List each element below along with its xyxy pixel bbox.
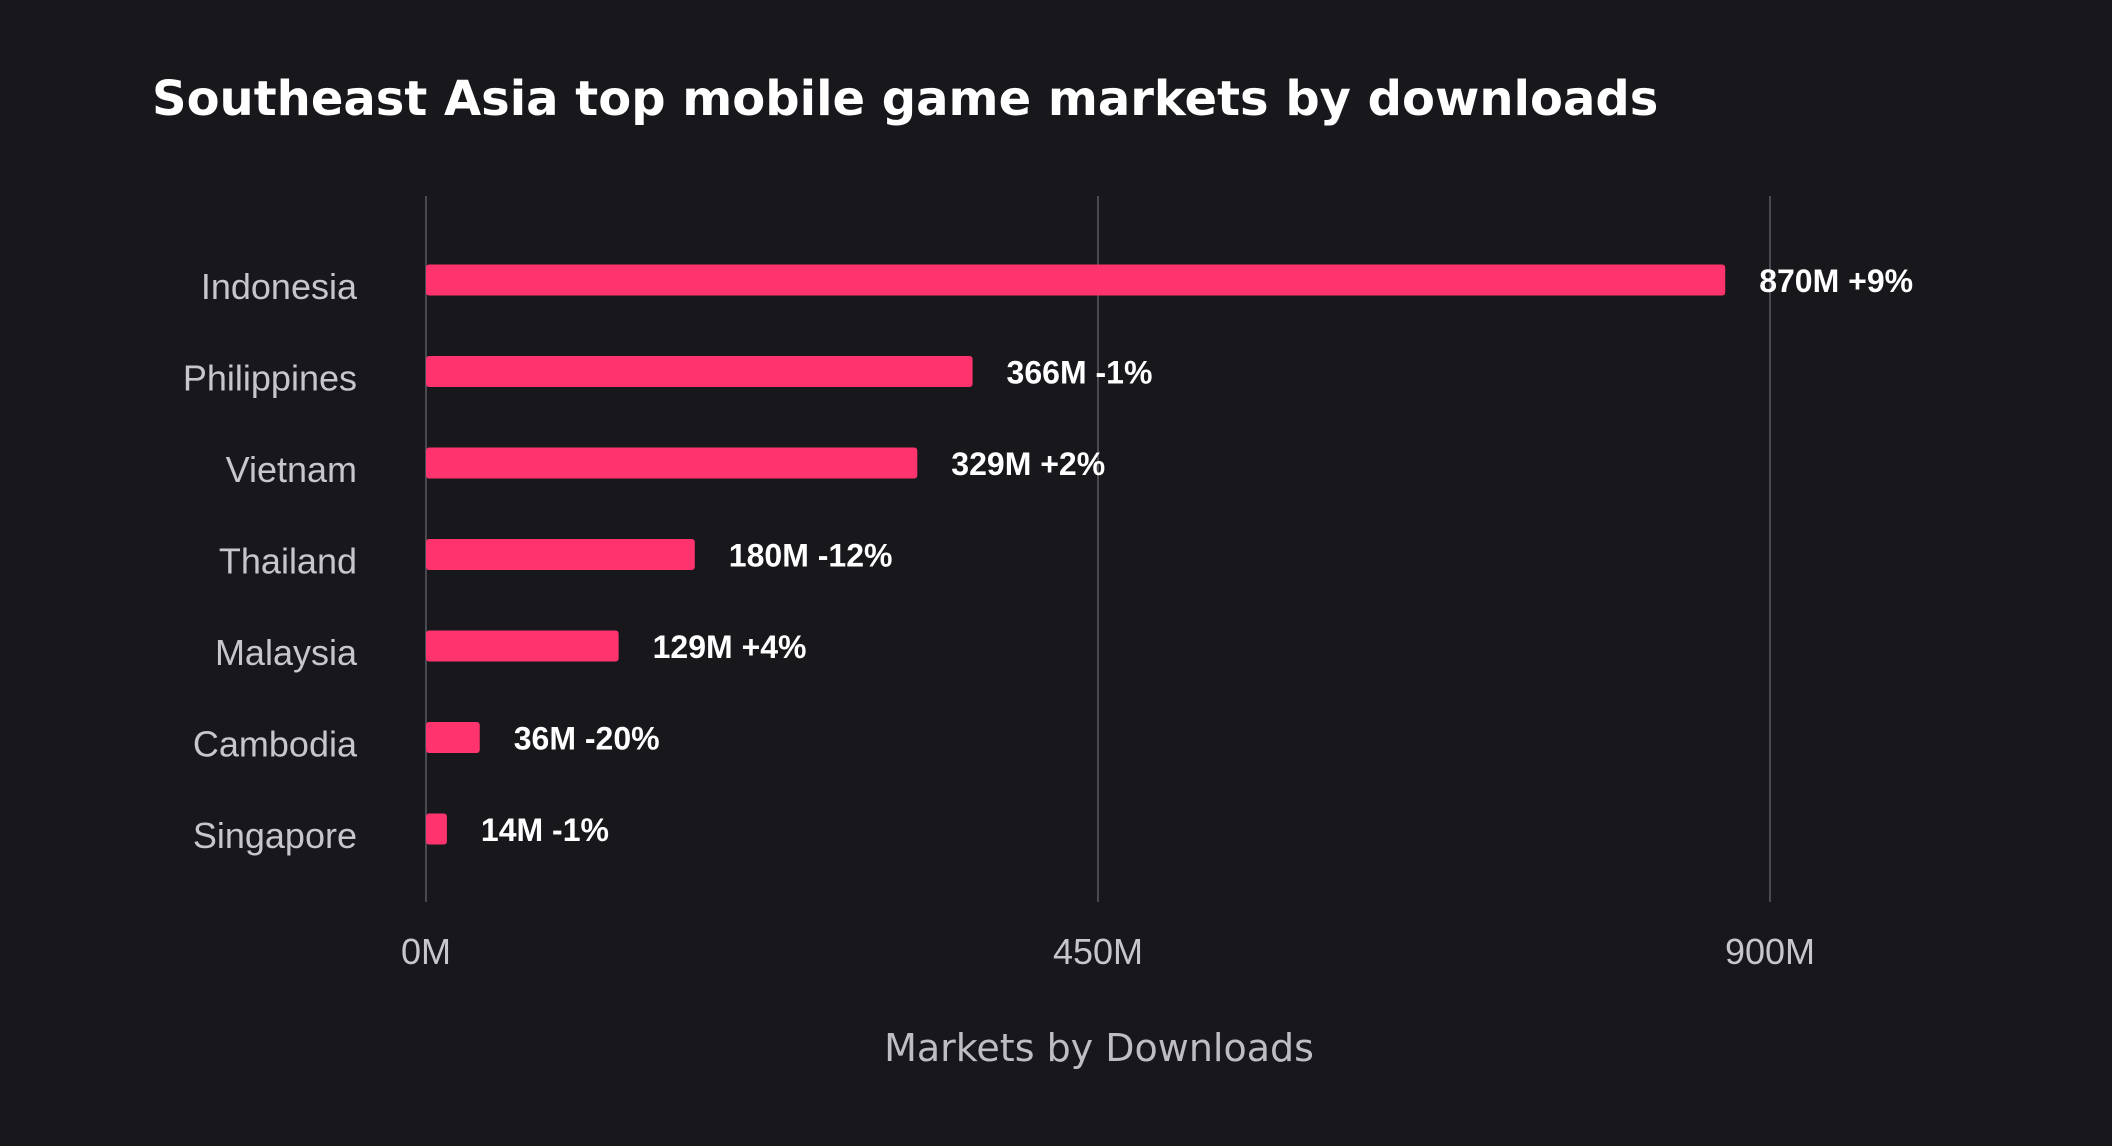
bar bbox=[426, 264, 1726, 296]
x-tick-labels: 0M 450M 900M bbox=[401, 931, 1815, 972]
data-label: 36M -20% bbox=[514, 721, 660, 757]
bars bbox=[426, 264, 1726, 845]
category-label: Philippines bbox=[183, 358, 357, 399]
category-label: Singapore bbox=[193, 815, 357, 856]
data-label: 366M -1% bbox=[1007, 355, 1153, 391]
x-tick-label: 900M bbox=[1725, 931, 1815, 972]
data-labels: 870M +9% 366M -1% 329M +2% 180M -12% 129M +4… bbox=[481, 263, 1913, 848]
data-label: 329M +2% bbox=[951, 446, 1105, 482]
bar bbox=[426, 722, 480, 753]
data-label: 14M -1% bbox=[481, 812, 609, 848]
x-tick-label: 0M bbox=[401, 931, 451, 972]
data-label: 180M -12% bbox=[729, 538, 893, 574]
category-label: Indonesia bbox=[201, 266, 358, 307]
bar bbox=[426, 447, 918, 479]
category-labels: Indonesia Philippines Vietnam Thailand Malay… bbox=[183, 266, 358, 856]
x-tick-label: 450M bbox=[1053, 931, 1143, 972]
data-label: 129M +4% bbox=[653, 629, 807, 665]
category-label: Thailand bbox=[219, 541, 357, 582]
bar bbox=[426, 630, 619, 662]
category-label: Malaysia bbox=[215, 632, 358, 673]
bar bbox=[426, 356, 973, 387]
category-label: Cambodia bbox=[193, 724, 358, 765]
x-axis-label: Markets by Downloads bbox=[884, 1026, 1314, 1070]
chart-title: Southeast Asia top mobile game markets b… bbox=[152, 71, 1658, 127]
data-label: 870M +9% bbox=[1759, 263, 1913, 299]
bar bbox=[426, 813, 447, 845]
bar bbox=[426, 539, 695, 570]
category-label: Vietnam bbox=[226, 449, 357, 490]
